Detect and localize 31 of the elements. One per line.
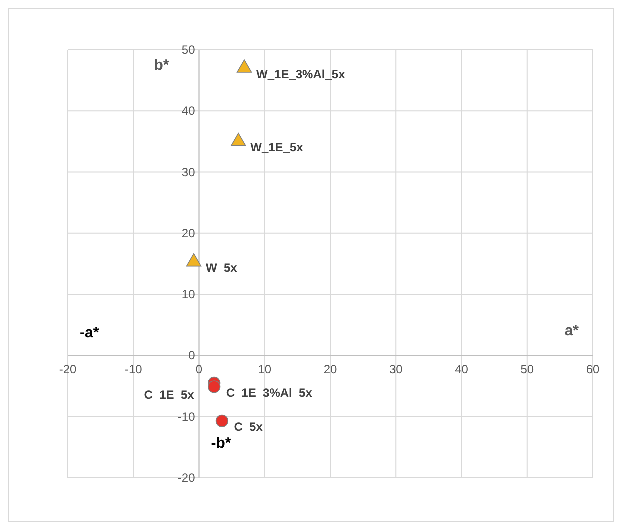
x-tick-label: 30 [389,362,404,377]
y-tick-label: 30 [182,165,196,180]
annotation: C_5x [234,420,264,434]
x-tick-label: -20 [59,362,77,377]
annotation: W_5x [206,261,238,276]
point [186,253,202,267]
point [208,380,221,394]
y-tick-label: 0 [188,348,196,363]
point [216,414,229,428]
annotation: -b* [211,435,232,452]
y-tick-label: -10 [178,410,196,424]
annotation: C_1E_5x [144,388,195,402]
x-tick-label: 10 [258,362,272,377]
y-tick-label: 10 [182,288,196,302]
annotation: -a* [80,324,100,342]
y-tick-label: 40 [182,104,196,118]
x-tick-label: 20 [324,362,338,377]
annotation: C_1E_3%Al_5x [226,386,313,400]
y-axis-title: b* [154,57,170,74]
y-tick-label: 20 [182,226,196,240]
y-tick-label: -20 [178,471,196,485]
x-tick-label: 50 [520,362,534,377]
annotation: W_1E_5x [250,140,304,155]
x-tick-label: -10 [124,362,143,377]
point [236,60,252,73]
x-tick-label: 40 [455,362,469,377]
y-tick-label: 50 [182,43,196,57]
point [231,132,246,146]
annotation: W_1E_3%Al_5x [256,67,346,82]
x-axis-title: a* [564,322,580,340]
x-tick-label: 60 [586,362,600,377]
